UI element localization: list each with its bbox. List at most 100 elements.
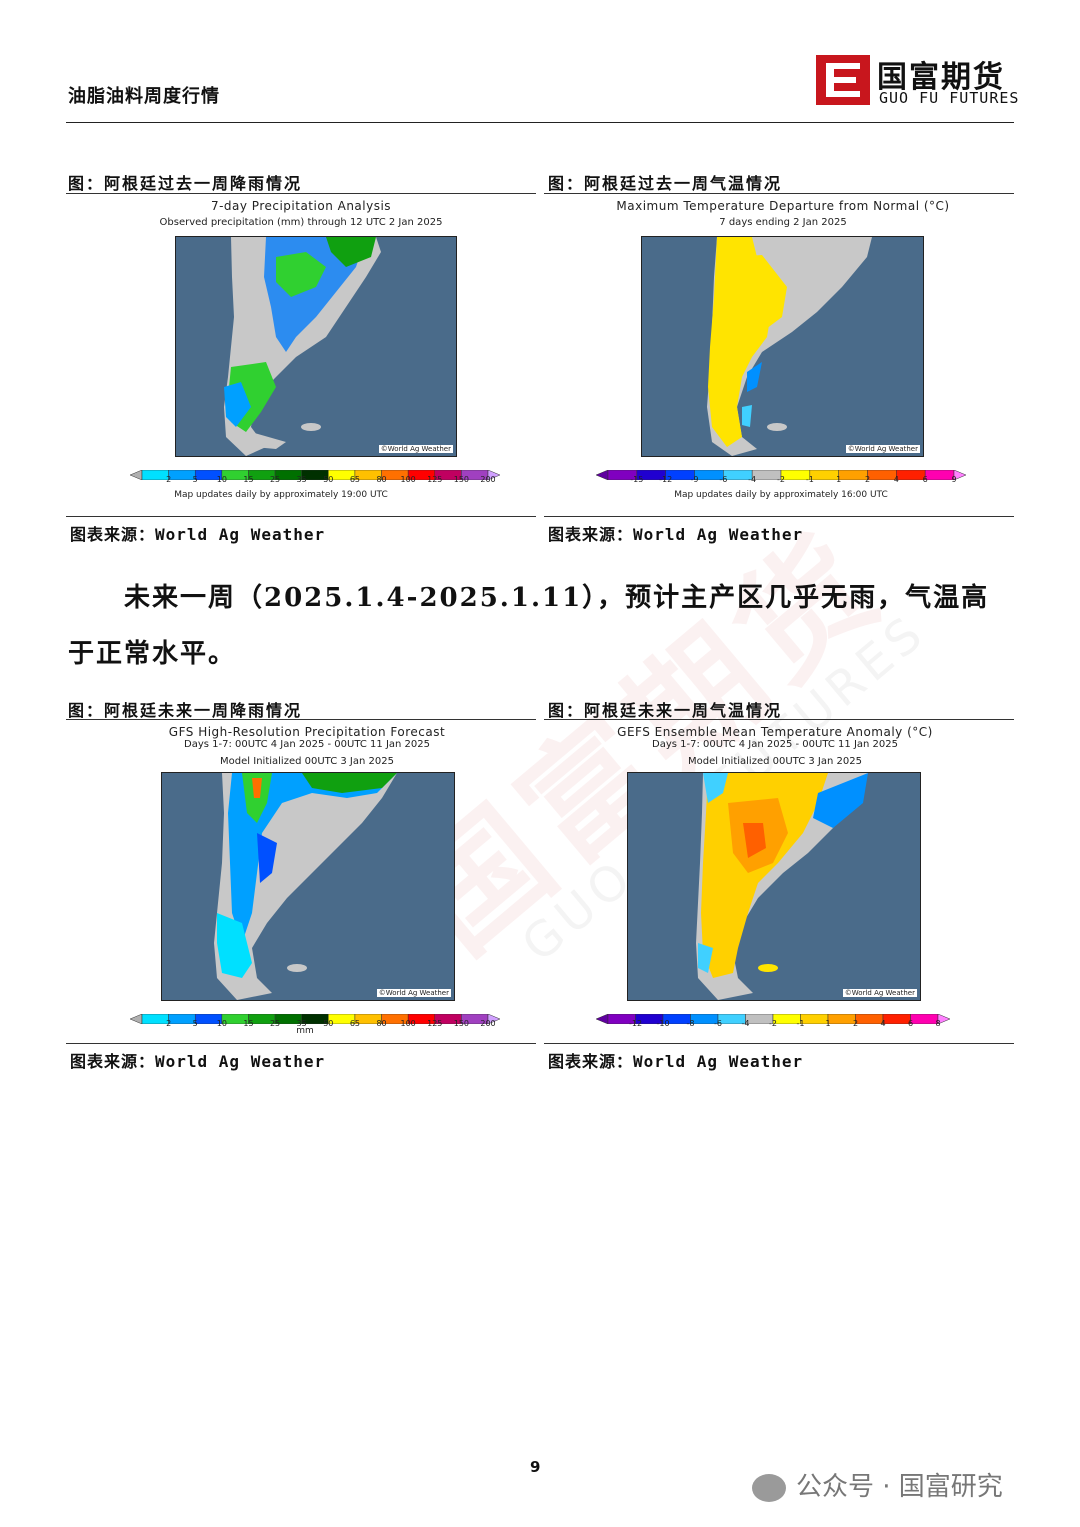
colorbar-tick-label: 5 xyxy=(192,475,198,484)
figure-4-credit: ©World Ag Weather xyxy=(842,989,917,997)
figure-1-scale-labels: 2 5 10 15 25 35 50 65 80 100 125 150 200 xyxy=(130,475,500,485)
page-number: 9 xyxy=(530,1458,541,1476)
figure-4-scale-labels: -12 -10 -8 -6 -4 -2 -1 1 2 4 6 8 xyxy=(596,1019,950,1029)
colorbar-tick-label: 80 xyxy=(376,1019,387,1028)
colorbar-tick-label: 8 xyxy=(935,1019,941,1028)
body-paragraph: 未来一周（2025.1.4-2025.1.11），预计主产区几乎无雨，气温高于正… xyxy=(68,583,990,669)
colorbar-tick-label: -4 xyxy=(748,475,757,484)
colorbar-tick-label: 10 xyxy=(216,475,227,484)
figure-1-colorbar xyxy=(129,465,501,481)
figure-2-caption: 图：阿根廷过去一周气温情况 xyxy=(548,174,783,193)
colorbar-tick-label: 150 xyxy=(453,475,470,484)
figure-1-precip-map: ©World Ag Weather xyxy=(175,236,457,457)
colorbar-tick-label: 25 xyxy=(269,475,281,484)
figure-3-source: 图表来源：World Ag Weather xyxy=(70,1052,326,1071)
colorbar-tick-label: -1 xyxy=(796,1019,805,1028)
colorbar-tick-label: -15 xyxy=(630,475,644,484)
colorbar-tick-label: 65 xyxy=(349,475,361,484)
figure-2-source: 图表来源：World Ag Weather xyxy=(548,525,804,544)
colorbar-tick-label: 9 xyxy=(951,475,957,484)
figure-3-unit: mm xyxy=(296,1026,314,1036)
colorbar-tick-label: 125 xyxy=(427,1019,443,1028)
colorbar-tick-label: 100 xyxy=(400,1019,416,1028)
figure-1-map-title: 7-day Precipitation Analysis xyxy=(210,199,392,213)
colorbar-tick-label: 50 xyxy=(323,475,334,484)
header-divider xyxy=(66,122,1014,123)
figure-3-caption-rule xyxy=(66,719,536,720)
figure-3-caption: 图：阿根廷未来一周降雨情况 xyxy=(68,701,303,720)
colorbar-right-arrow xyxy=(487,1013,501,1025)
colorbar-tick-label: -12 xyxy=(659,475,673,484)
figure-4-source-rule xyxy=(544,1043,1014,1044)
wechat-account-label: 公众号 · 国富研究 xyxy=(796,1472,1003,1502)
figure-2-map-subtitle: 7 days ending 2 Jan 2025 xyxy=(719,217,847,228)
colorbar-tick-label: 1 xyxy=(825,1019,831,1028)
colorbar-tick-label: -6 xyxy=(714,1019,722,1028)
figure-2-note: Map updates daily by approximately 16:00… xyxy=(674,490,888,500)
figure-2-temp-map: ©World Ag Weather xyxy=(641,236,924,457)
figure-1-source: 图表来源：World Ag Weather xyxy=(70,525,326,544)
colorbar-right-arrow xyxy=(953,469,967,481)
figure-1-caption-rule xyxy=(66,193,536,194)
report-title: 油脂油料周度行情 xyxy=(68,86,220,107)
figure-1-source-rule xyxy=(66,516,536,517)
colorbar-tick-label: 200 xyxy=(480,475,496,484)
figure-4-caption-rule xyxy=(544,719,1014,720)
figure-3-precip-forecast-map: ©World Ag Weather xyxy=(161,772,455,1001)
figure-3-scale-labels: 2 5 10 15 25 35 50 65 80 100 125 150 200 xyxy=(130,1019,500,1029)
colorbar-tick-label: 25 xyxy=(269,1019,281,1028)
figure-3-map-subtitle: Days 1-7: 00UTC 4 Jan 2025 - 00UTC 11 Ja… xyxy=(184,739,430,750)
figure-4-map-subtitle2: Model Initialized 00UTC 3 Jan 2025 xyxy=(688,756,862,767)
figure-3-credit: ©World Ag Weather xyxy=(376,989,451,997)
figure-4-temp-forecast-map: ©World Ag Weather xyxy=(627,772,921,1001)
colorbar-tick-label: 50 xyxy=(323,1019,334,1028)
colorbar-tick-label: 150 xyxy=(453,1019,470,1028)
figure-2-scale-labels: -15 -12 -9 -6 -4 -2 -1 1 2 4 6 9 xyxy=(596,475,966,485)
colorbar-tick-label: -8 xyxy=(686,1019,695,1028)
figure-4-colorbar xyxy=(595,1009,951,1025)
figure-1-map-subtitle: Observed precipitation (mm) through 12 U… xyxy=(159,217,443,228)
figure-4-map-subtitle: Days 1-7: 00UTC 4 Jan 2025 - 00UTC 11 Ja… xyxy=(652,739,898,750)
colorbar-tick-label: -10 xyxy=(656,1019,670,1028)
colorbar-right-arrow xyxy=(487,469,501,481)
colorbar-tick-label: -1 xyxy=(805,475,814,484)
wechat-icon xyxy=(752,1473,786,1502)
colorbar-tick-label: -2 xyxy=(777,475,785,484)
colorbar-tick-label: 2 xyxy=(166,1019,172,1028)
colorbar-tick-label: 15 xyxy=(243,1019,254,1028)
colorbar-tick-label: 6 xyxy=(922,475,928,484)
figure-4-source: 图表来源：World Ag Weather xyxy=(548,1052,804,1071)
figure-2-caption-rule xyxy=(544,193,1014,194)
colorbar-right-arrow xyxy=(937,1013,951,1025)
colorbar-tick-label: 2 xyxy=(864,475,871,484)
colorbar-tick-label: 6 xyxy=(907,1019,914,1028)
colorbar-tick-label: 35 xyxy=(296,1019,307,1028)
colorbar-tick-label: 5 xyxy=(192,1019,198,1028)
figure-1-note: Map updates daily by approximately 19:00… xyxy=(174,490,388,500)
colorbar-tick-label: 125 xyxy=(427,475,443,484)
colorbar-tick-label: 1 xyxy=(836,475,842,484)
colorbar-tick-label: -12 xyxy=(628,1019,643,1028)
colorbar-tick-label: 10 xyxy=(216,1019,227,1028)
figure-3-map-title: GFS High-Resolution Precipitation Foreca… xyxy=(168,725,446,739)
colorbar-tick-label: -6 xyxy=(719,475,728,484)
logo-english-name: GUO FU FUTURES xyxy=(879,89,1020,107)
colorbar-tick-label: -9 xyxy=(690,475,699,484)
colorbar-tick-label: 80 xyxy=(376,475,387,484)
figure-1-credit: ©World Ag Weather xyxy=(378,445,453,453)
company-logo-icon xyxy=(816,55,870,105)
logo-chinese-name: 国富期货 xyxy=(877,60,1005,95)
colorbar-tick-label: 15 xyxy=(243,475,254,484)
figure-4-caption: 图：阿根廷未来一周气温情况 xyxy=(548,701,783,720)
colorbar-tick-label: 65 xyxy=(349,1019,361,1028)
figure-3-source-rule xyxy=(66,1043,536,1044)
colorbar-tick-label: 200 xyxy=(480,1019,496,1028)
colorbar-tick-label: -4 xyxy=(741,1019,750,1028)
colorbar-tick-label: 100 xyxy=(400,475,416,484)
figure-3-map-subtitle2: Model Initialized 00UTC 3 Jan 2025 xyxy=(220,756,394,767)
colorbar-tick-label: 2 xyxy=(166,475,172,484)
colorbar-tick-label: 2 xyxy=(852,1019,859,1028)
figure-2-credit: ©World Ag Weather xyxy=(845,445,920,453)
wechat-footer: 公众号 · 国富研究 xyxy=(752,1466,1003,1503)
figure-3-colorbar xyxy=(129,1009,501,1025)
